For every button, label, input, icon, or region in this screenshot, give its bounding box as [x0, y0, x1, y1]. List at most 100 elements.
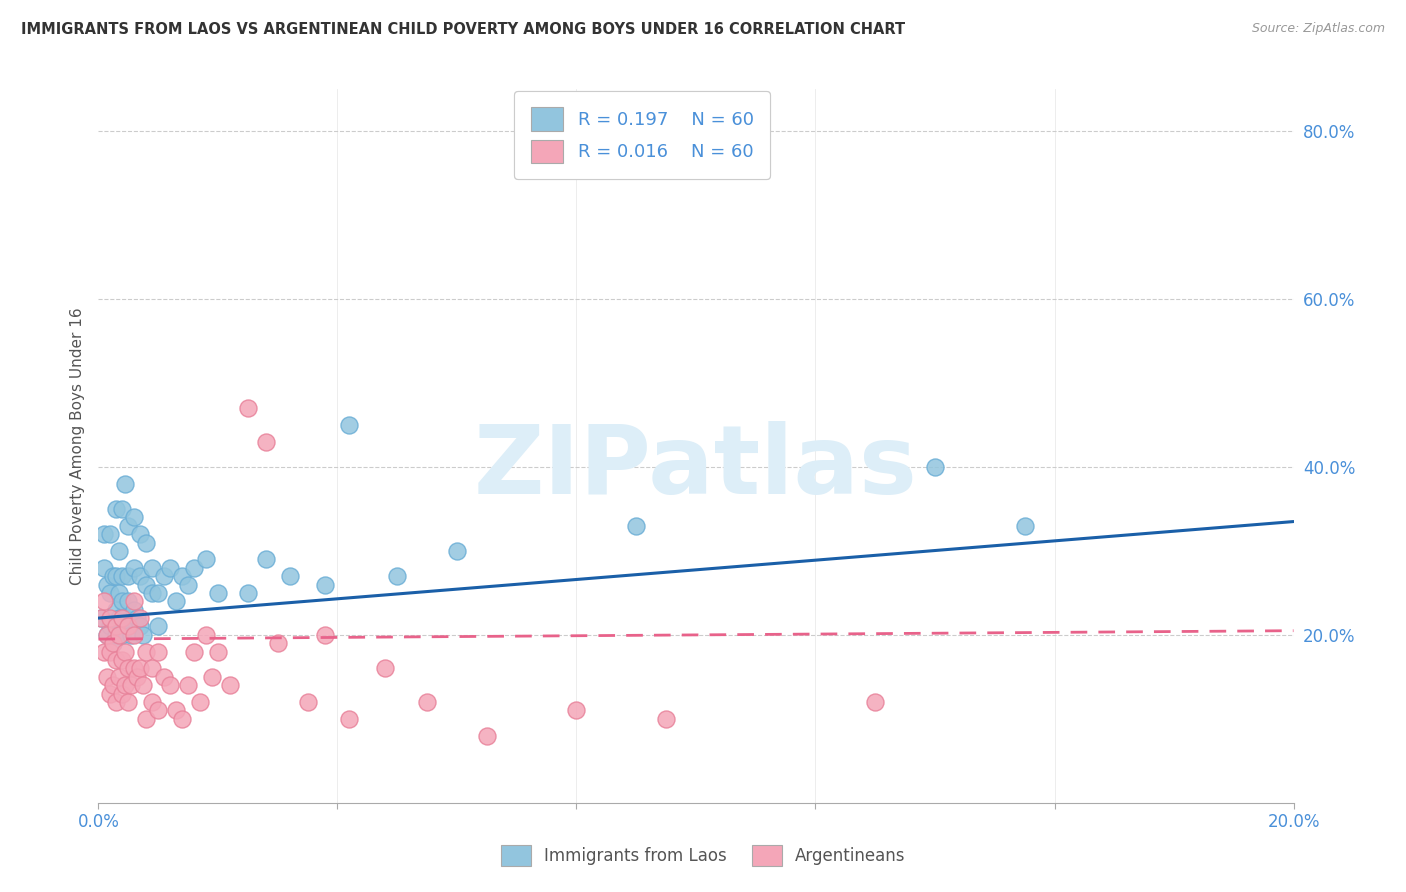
Point: [93, 527, 115, 541]
Point: [93, 594, 115, 608]
Point: [565, 703, 588, 717]
Point: [96, 628, 118, 642]
Point: [626, 518, 648, 533]
Point: [183, 560, 205, 574]
Point: [141, 560, 163, 574]
Point: [129, 661, 152, 675]
Point: [127, 611, 149, 625]
Point: [172, 569, 194, 583]
Point: [105, 603, 128, 617]
Point: [108, 628, 131, 642]
Point: [153, 670, 176, 684]
Point: [98, 586, 122, 600]
Point: [98, 611, 122, 625]
Text: IMMIGRANTS FROM LAOS VS ARGENTINEAN CHILD POVERTY AMONG BOYS UNDER 16 CORRELATIO: IMMIGRANTS FROM LAOS VS ARGENTINEAN CHIL…: [21, 22, 905, 37]
Point: [96, 628, 118, 642]
Point: [124, 661, 146, 675]
Point: [159, 678, 181, 692]
Point: [183, 645, 205, 659]
Point: [124, 510, 146, 524]
Point: [315, 628, 337, 642]
Point: [114, 476, 136, 491]
Point: [124, 594, 146, 608]
Point: [297, 695, 319, 709]
Point: [108, 544, 131, 558]
Point: [105, 619, 128, 633]
Point: [148, 703, 170, 717]
Point: [114, 678, 136, 692]
Point: [132, 628, 155, 642]
Point: [385, 569, 409, 583]
Point: [90, 611, 112, 625]
Point: [148, 586, 170, 600]
Point: [254, 552, 277, 566]
Point: [865, 695, 887, 709]
Point: [236, 401, 259, 416]
Point: [103, 636, 125, 650]
Point: [135, 712, 157, 726]
Point: [129, 619, 152, 633]
Point: [120, 678, 142, 692]
Point: [108, 586, 131, 600]
Point: [188, 695, 211, 709]
Point: [105, 628, 128, 642]
Point: [236, 586, 259, 600]
Point: [177, 678, 200, 692]
Point: [165, 594, 187, 608]
Point: [148, 619, 170, 633]
Point: [339, 712, 361, 726]
Point: [117, 619, 139, 633]
Point: [315, 577, 337, 591]
Point: [103, 636, 125, 650]
Point: [339, 417, 361, 432]
Point: [96, 577, 118, 591]
Point: [219, 678, 242, 692]
Point: [114, 645, 136, 659]
Point: [98, 687, 122, 701]
Text: Source: ZipAtlas.com: Source: ZipAtlas.com: [1251, 22, 1385, 36]
Point: [90, 611, 112, 625]
Point: [117, 695, 139, 709]
Point: [1014, 518, 1036, 533]
Point: [105, 653, 128, 667]
Point: [111, 502, 134, 516]
Point: [141, 695, 163, 709]
Point: [111, 611, 134, 625]
Point: [117, 594, 139, 608]
Point: [93, 645, 115, 659]
Point: [148, 645, 170, 659]
Point: [141, 661, 163, 675]
Point: [177, 577, 200, 591]
Point: [135, 535, 157, 549]
Point: [446, 544, 468, 558]
Point: [105, 569, 128, 583]
Point: [278, 569, 301, 583]
Point: [111, 594, 134, 608]
Point: [129, 611, 152, 625]
Point: [124, 603, 146, 617]
Point: [105, 502, 128, 516]
Point: [201, 670, 224, 684]
Point: [103, 569, 125, 583]
Point: [655, 712, 678, 726]
Point: [117, 569, 139, 583]
Point: [93, 560, 115, 574]
Point: [132, 678, 155, 692]
Point: [127, 670, 149, 684]
Point: [924, 460, 946, 475]
Point: [475, 729, 498, 743]
Point: [108, 611, 131, 625]
Point: [96, 670, 118, 684]
Point: [111, 687, 134, 701]
Point: [195, 552, 218, 566]
Text: ZIPatlas: ZIPatlas: [474, 421, 918, 514]
Point: [117, 619, 139, 633]
Point: [124, 560, 146, 574]
Point: [117, 518, 139, 533]
Point: [153, 569, 176, 583]
Point: [195, 628, 218, 642]
Point: [98, 645, 122, 659]
Point: [159, 560, 181, 574]
Point: [98, 619, 122, 633]
Point: [172, 712, 194, 726]
